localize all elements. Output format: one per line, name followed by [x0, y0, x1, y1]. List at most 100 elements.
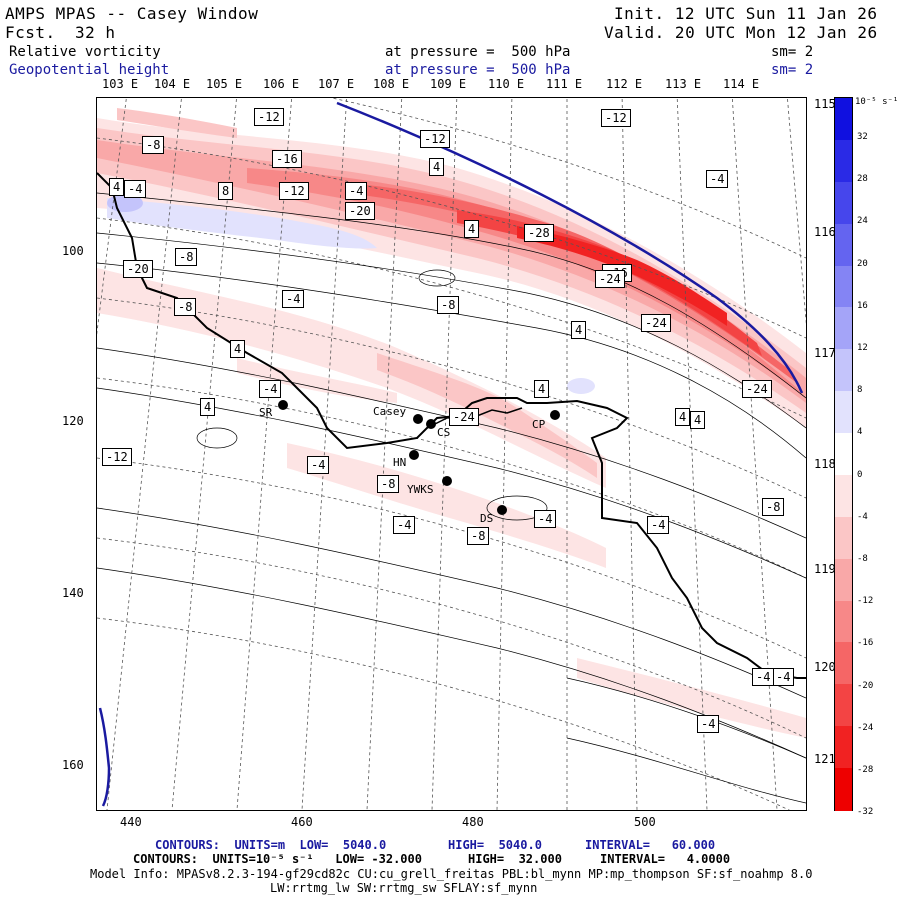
legend-tick-1: 28	[857, 174, 868, 185]
contour-label: -4	[647, 516, 670, 534]
legend-swatch	[835, 391, 852, 435]
contour-label: -8	[377, 475, 400, 493]
bottom-x-label-2: 480	[462, 815, 484, 829]
top-lon-label-10: 113 E	[665, 77, 702, 91]
contour-label: 4	[464, 220, 480, 238]
contour-label: -12	[254, 108, 284, 126]
contour-label: -20	[345, 202, 375, 220]
legend-tick-4: 16	[857, 300, 868, 311]
legend-tick-3: 20	[857, 258, 868, 269]
color-legend	[834, 97, 853, 811]
station-markers	[278, 400, 560, 515]
footer-vort-contours: CONTOURS: UNITS=10⁻⁵ s⁻¹ LOW= -32.000	[133, 852, 422, 866]
contour-label: -4	[534, 510, 557, 528]
footer-vort-high: HIGH= 32.000	[468, 852, 562, 866]
inner-coastline	[426, 407, 523, 429]
contour-label: -4	[706, 170, 729, 188]
top-lon-label-5: 108 E	[373, 77, 410, 91]
top-lon-label-1: 104 E	[154, 77, 191, 91]
contour-label: 4	[534, 380, 550, 398]
contour-label: -4	[259, 380, 282, 398]
contour-label: -12	[279, 182, 309, 200]
top-lon-label-0: 103 E	[102, 77, 139, 91]
contour-label: -4	[393, 516, 416, 534]
contour-label: 4	[690, 411, 706, 429]
contour-label: -4	[345, 182, 368, 200]
contour-label: -4	[307, 456, 330, 474]
contour-label: -24	[641, 314, 671, 332]
top-lon-label-11: 114 E	[723, 77, 760, 91]
footer-height-interval: INTERVAL= 60.000	[585, 838, 716, 852]
legend-swatch	[835, 768, 852, 811]
left-y-label-2: 140	[62, 586, 84, 600]
legend-tick-5: 12	[857, 343, 868, 353]
contour-label: -12	[102, 448, 132, 466]
left-y-label-0: 100	[62, 244, 84, 258]
station-label-hn: HN	[393, 456, 407, 469]
top-lon-label-6: 109 E	[430, 77, 467, 91]
latlon-grid	[97, 98, 806, 810]
contour-label: -24	[742, 380, 772, 398]
legend-swatch	[835, 98, 852, 141]
legend-swatch	[835, 223, 852, 267]
legend-tick-13: -20	[857, 680, 874, 691]
forecast-hour: 32 h	[75, 23, 116, 42]
station-label-ds: DS	[480, 512, 494, 525]
bottom-x-label-0: 440	[120, 815, 142, 829]
contour-label: 4	[429, 158, 445, 176]
legend-swatch	[835, 139, 852, 183]
contour-label: -4	[124, 180, 147, 198]
legend-tick-6: 8	[857, 385, 863, 396]
station-label-sr: SR	[259, 406, 273, 419]
legend-tick-15: -28	[857, 765, 874, 775]
field2-name: Geopotential height	[9, 62, 170, 78]
contour-label: 4	[675, 408, 691, 426]
bottom-x-label-1: 460	[291, 815, 313, 829]
forecast-label: Fcst.	[5, 23, 56, 42]
top-lon-label-4: 107 E	[318, 77, 355, 91]
legend-swatch	[835, 726, 852, 770]
legend-swatch	[835, 349, 852, 393]
contour-label: -8	[762, 498, 785, 516]
top-lon-label-3: 106 E	[263, 77, 300, 91]
footer-height-contours: CONTOURS: UNITS=m LOW= 5040.0	[155, 838, 387, 852]
valid-time: Valid. 20 UTC Mon 12 Jan 26	[604, 23, 878, 42]
legend-tick-12: -16	[857, 638, 874, 649]
footer-height-high: HIGH= 5040.0	[448, 838, 542, 852]
legend-swatch	[835, 516, 852, 560]
legend-swatch	[835, 642, 852, 686]
contour-label: -8	[174, 298, 197, 316]
contour-label: -8	[175, 248, 198, 266]
coastline	[97, 172, 806, 679]
footer-model-info: Model Info: MPASv8.2.3-194-gf29cd82c CU:…	[90, 867, 813, 881]
vorticity-contours	[97, 192, 806, 804]
contour-label: -24	[595, 270, 625, 288]
footer-model-info-2: LW:rrtmg_lw SW:rrtmg_sw SFLAY:sf_mynn	[270, 881, 538, 895]
legend-swatch	[835, 684, 852, 728]
contour-label: -20	[123, 260, 153, 278]
geopotential-5040-contour-sw	[98, 707, 111, 807]
contour-label: -4	[772, 668, 795, 686]
top-lon-label-9: 112 E	[606, 77, 643, 91]
legend-tick-9: -4	[857, 511, 868, 522]
left-y-label-1: 120	[62, 414, 84, 428]
init-time: Init. 12 UTC Sun 11 Jan 26	[614, 4, 878, 23]
contour-label: 4	[109, 178, 125, 196]
contour-label: -4	[697, 715, 720, 733]
contour-label: 8	[218, 182, 234, 200]
legend-tick-16: -32	[857, 807, 874, 818]
contour-label: -8	[467, 527, 490, 545]
contour-label: -4	[752, 668, 775, 686]
map-panel: -12-8-16-124-12-48-4-20-20-84-28-16-12-8…	[96, 97, 807, 811]
top-lon-label-2: 105 E	[206, 77, 243, 91]
contour-label: 4	[230, 340, 246, 358]
legend-swatch	[835, 474, 852, 518]
contour-label: -24	[449, 408, 479, 426]
left-y-label-3: 160	[62, 758, 84, 772]
footer-vort-interval: INTERVAL= 4.0000	[600, 852, 731, 866]
legend-swatch	[835, 307, 852, 351]
contour-label: -28	[524, 224, 554, 242]
station-label-casey: Casey	[373, 405, 407, 418]
contour-label: -16	[272, 150, 302, 168]
legend-swatch	[835, 558, 852, 602]
